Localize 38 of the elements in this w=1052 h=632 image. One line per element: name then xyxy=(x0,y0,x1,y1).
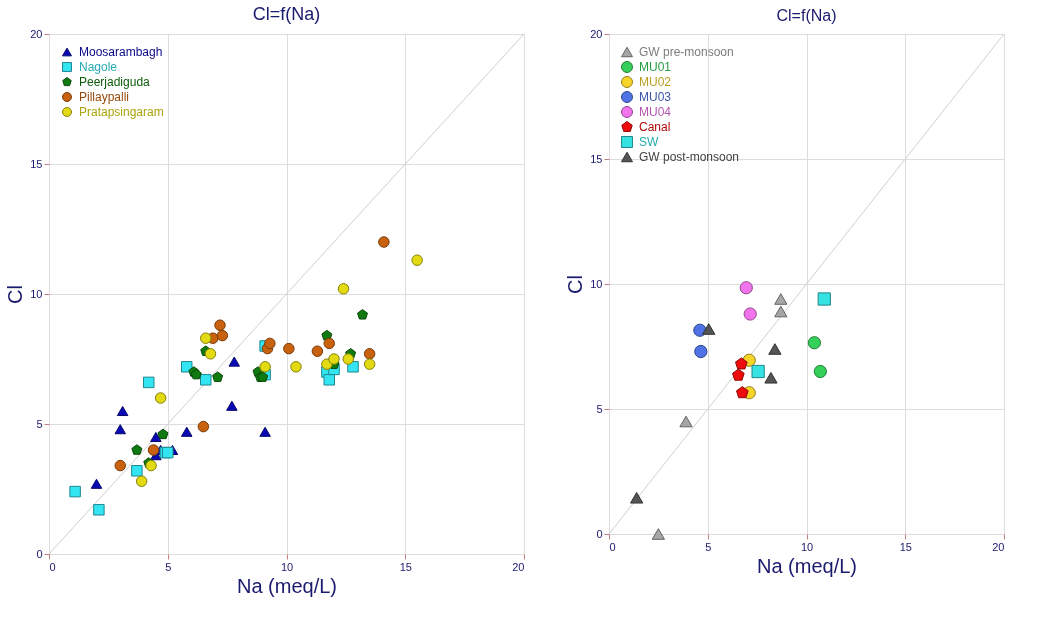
legend-label: Moosarambagh xyxy=(79,45,163,59)
legend-label: MU02 xyxy=(639,75,672,89)
x-tick-label: 15 xyxy=(399,560,412,573)
x-tick-label: 0 xyxy=(609,540,616,553)
chart-title: Cl=f(Na) xyxy=(252,4,321,24)
y-tick-label: 15 xyxy=(590,152,603,165)
y-tick-label: 5 xyxy=(36,417,43,430)
legend-label: GW post-monsoon xyxy=(639,150,740,164)
legend-label: Peerjadiguda xyxy=(79,75,151,89)
x-axis-title: Na (meq/L) xyxy=(236,574,338,597)
x-tick-label: 5 xyxy=(165,560,172,573)
y-axis-title: Cl xyxy=(4,285,27,304)
x-tick-label: 15 xyxy=(899,540,912,553)
y-tick-label: 20 xyxy=(30,27,43,40)
legend-label: Pratapsingaram xyxy=(79,105,164,119)
chart-title: Cl=f(Na) xyxy=(776,7,837,24)
legend-label: SW xyxy=(639,135,659,149)
x-tick-label: 10 xyxy=(800,540,814,553)
x-tick-label: 0 xyxy=(49,560,56,573)
x-tick-label: 10 xyxy=(280,560,294,573)
legend-label: Canal xyxy=(639,120,671,134)
y-axis-title: Cl xyxy=(564,275,587,294)
legend-label: MU01 xyxy=(639,60,672,74)
legend-label: Pillaypalli xyxy=(79,90,130,104)
legend-label: GW pre-monsoon xyxy=(639,45,734,59)
y-tick-label: 15 xyxy=(30,157,43,170)
y-tick-label: 0 xyxy=(596,527,603,540)
x-tick-label: 20 xyxy=(992,540,1005,553)
x-tick-label: 5 xyxy=(705,540,712,553)
y-tick-label: 5 xyxy=(596,402,603,415)
legend-label: MU03 xyxy=(639,90,672,104)
x-axis-title: Na (meq/L) xyxy=(756,554,858,577)
legend-label: Nagole xyxy=(79,60,118,74)
y-tick-label: 10 xyxy=(590,277,603,290)
y-tick-label: 20 xyxy=(590,27,603,40)
legend-label: MU04 xyxy=(639,105,672,119)
y-tick-label: 10 xyxy=(30,287,43,300)
x-tick-label: 20 xyxy=(512,560,525,573)
